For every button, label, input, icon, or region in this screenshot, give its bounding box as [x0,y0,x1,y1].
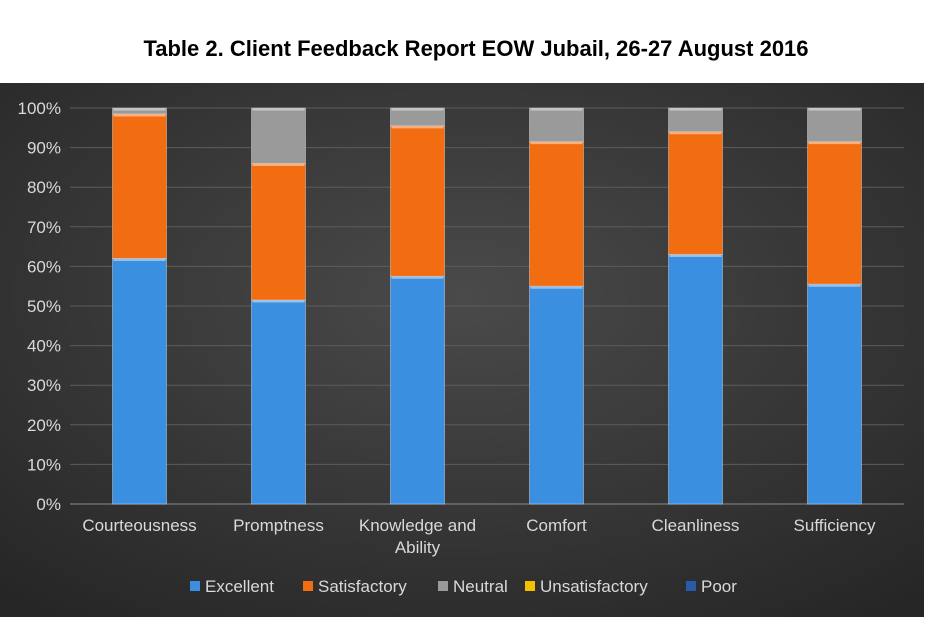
bar-segment [807,283,862,505]
bar-segment [807,141,862,285]
chart-title: Table 2. Client Feedback Report EOW Juba… [143,36,809,61]
bar-segment [668,254,723,505]
bar-segment [390,125,445,277]
bar-segment [251,107,306,164]
bar-segment [529,285,584,505]
bar-segment [390,107,445,127]
bar-segment [529,107,584,143]
bar-segment [112,107,167,115]
x-category-label: Sufficiency [794,516,876,535]
x-category-label: Knowledge and [359,516,476,535]
x-category-label: Comfort [526,516,587,535]
bar-segment [668,131,723,256]
bar-segment [390,275,445,505]
x-category-label: Ability [395,538,441,557]
x-category-label: Promptness [233,516,324,535]
y-tick-label: 30% [27,376,61,395]
y-tick-label: 100% [18,99,61,118]
bar-segment [668,107,723,133]
legend-label: Excellent [205,577,274,596]
bar-segment [112,113,167,259]
bar-segment [112,257,167,505]
legend-swatch [686,581,696,591]
y-tick-label: 10% [27,455,61,474]
chart-area: 0% 10% 20% 30% 40% 50% 60% 70% 80% 90% 100% Courteo… [0,83,924,617]
legend-label: Poor [701,577,737,596]
y-tick-label: 60% [27,257,61,276]
y-tick-label: 0% [36,495,61,514]
y-tick-label: 70% [27,218,61,237]
y-tick-label: 80% [27,178,61,197]
stacked-bar-chart: 0% 10% 20% 30% 40% 50% 60% 70% 80% 90% 100% Courteo… [0,83,924,617]
legend-swatch [303,581,313,591]
bar-segment [251,162,306,301]
legend-label: Neutral [453,577,508,596]
legend-swatch [190,581,200,591]
legend-swatch [438,581,448,591]
bar-segment [529,141,584,287]
y-tick-label: 20% [27,416,61,435]
y-tick-label: 40% [27,337,61,356]
legend-swatch [525,581,535,591]
x-category-label: Cleanliness [652,516,740,535]
bar-segment [251,299,306,505]
x-category-label: Courteousness [82,516,196,535]
legend-label: Unsatisfactory [540,577,648,596]
y-tick-label: 90% [27,139,61,158]
legend-label: Satisfactory [318,577,407,596]
y-tick-label: 50% [27,297,61,316]
bar-segment [807,107,862,143]
